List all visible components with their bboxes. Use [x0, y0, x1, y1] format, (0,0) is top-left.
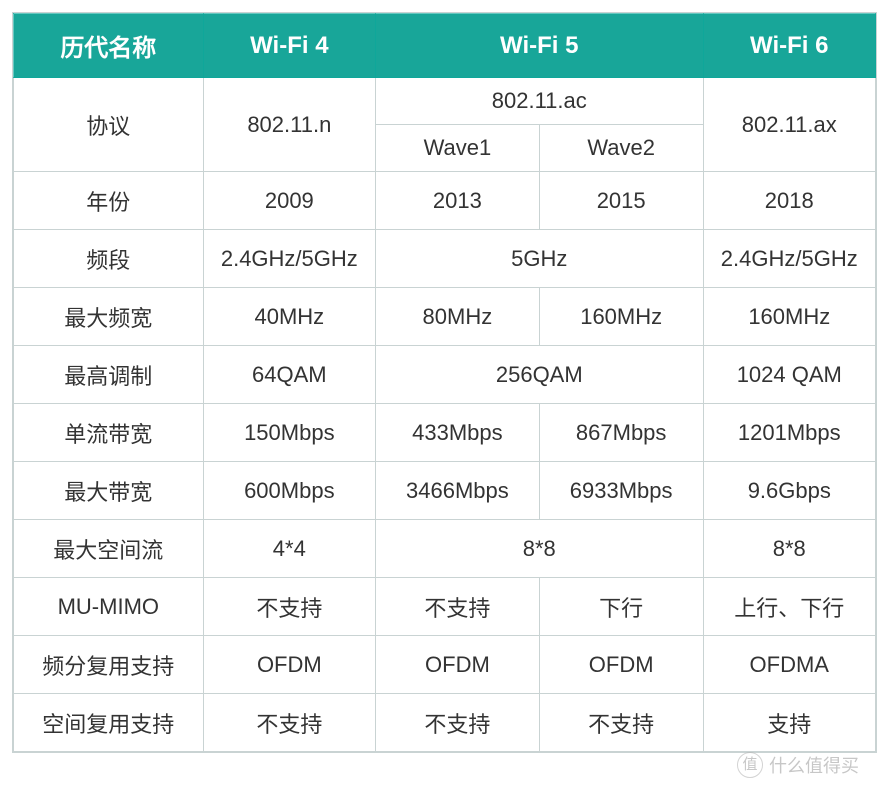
protocol-wave2: Wave2 — [539, 125, 703, 172]
table: 历代名称 Wi-Fi 4 Wi-Fi 5 Wi-Fi 6 协议 802.11.n… — [13, 13, 876, 752]
cell-wifi5a: 3466Mbps — [376, 462, 540, 520]
row-label: 最高调制 — [14, 346, 204, 404]
row-label: 最大频宽 — [14, 288, 204, 346]
cell-wifi6: OFDMA — [703, 636, 875, 694]
cell-wifi4: 不支持 — [203, 694, 375, 752]
table-row: 最大频宽40MHz80MHz160MHz160MHz — [14, 288, 876, 346]
table-row: 最高调制64QAM256QAM1024 QAM — [14, 346, 876, 404]
header-name: 历代名称 — [14, 14, 204, 78]
header-wifi6: Wi-Fi 6 — [703, 14, 875, 78]
row-label: 频段 — [14, 230, 204, 288]
row-label: 最大带宽 — [14, 462, 204, 520]
cell-wifi5a: 2013 — [376, 172, 540, 230]
cell-wifi4: OFDM — [203, 636, 375, 694]
cell-wifi5b: 不支持 — [539, 694, 703, 752]
header-wifi5: Wi-Fi 5 — [376, 14, 704, 78]
protocol-wifi5-top: 802.11.ac — [376, 78, 704, 125]
cell-wifi6: 2.4GHz/5GHz — [703, 230, 875, 288]
cell-wifi4: 4*4 — [203, 520, 375, 578]
cell-wifi6: 2018 — [703, 172, 875, 230]
table-row: MU-MIMO不支持不支持下行上行、下行 — [14, 578, 876, 636]
protocol-wifi4: 802.11.n — [203, 78, 375, 172]
cell-wifi6: 支持 — [703, 694, 875, 752]
cell-wifi4: 2.4GHz/5GHz — [203, 230, 375, 288]
cell-wifi6: 160MHz — [703, 288, 875, 346]
table-row: 空间复用支持不支持不支持不支持支持 — [14, 694, 876, 752]
protocol-label: 协议 — [14, 78, 204, 172]
cell-wifi5b: 6933Mbps — [539, 462, 703, 520]
protocol-wave1: Wave1 — [376, 125, 540, 172]
cell-wifi5-merged: 5GHz — [376, 230, 704, 288]
cell-wifi6: 1024 QAM — [703, 346, 875, 404]
watermark-text: 什么值得买 — [769, 752, 859, 778]
cell-wifi5a: 433Mbps — [376, 404, 540, 462]
cell-wifi4: 600Mbps — [203, 462, 375, 520]
table-row: 单流带宽150Mbps433Mbps867Mbps1201Mbps — [14, 404, 876, 462]
table-row: 最大空间流4*48*88*8 — [14, 520, 876, 578]
table-header-row: 历代名称 Wi-Fi 4 Wi-Fi 5 Wi-Fi 6 — [14, 14, 876, 78]
protocol-wifi6: 802.11.ax — [703, 78, 875, 172]
cell-wifi6: 1201Mbps — [703, 404, 875, 462]
wifi-comparison-table: 历代名称 Wi-Fi 4 Wi-Fi 5 Wi-Fi 6 协议 802.11.n… — [12, 12, 877, 753]
cell-wifi5b: 2015 — [539, 172, 703, 230]
cell-wifi4: 64QAM — [203, 346, 375, 404]
cell-wifi6: 上行、下行 — [703, 578, 875, 636]
cell-wifi5a: 不支持 — [376, 694, 540, 752]
cell-wifi5b: 160MHz — [539, 288, 703, 346]
cell-wifi5b: OFDM — [539, 636, 703, 694]
protocol-row-top: 协议 802.11.n 802.11.ac 802.11.ax — [14, 78, 876, 125]
cell-wifi6: 9.6Gbps — [703, 462, 875, 520]
table-row: 年份2009201320152018 — [14, 172, 876, 230]
row-label: 空间复用支持 — [14, 694, 204, 752]
table-row: 频段2.4GHz/5GHz5GHz2.4GHz/5GHz — [14, 230, 876, 288]
cell-wifi4: 不支持 — [203, 578, 375, 636]
cell-wifi5-merged: 256QAM — [376, 346, 704, 404]
cell-wifi5-merged: 8*8 — [376, 520, 704, 578]
cell-wifi4: 150Mbps — [203, 404, 375, 462]
cell-wifi5a: OFDM — [376, 636, 540, 694]
cell-wifi5b: 867Mbps — [539, 404, 703, 462]
header-wifi4: Wi-Fi 4 — [203, 14, 375, 78]
cell-wifi5b: 下行 — [539, 578, 703, 636]
cell-wifi5a: 不支持 — [376, 578, 540, 636]
table-body: 协议 802.11.n 802.11.ac 802.11.ax Wave1 Wa… — [14, 78, 876, 752]
cell-wifi4: 40MHz — [203, 288, 375, 346]
watermark: 值 什么值得买 — [737, 752, 859, 778]
cell-wifi5a: 80MHz — [376, 288, 540, 346]
cell-wifi4: 2009 — [203, 172, 375, 230]
table-row: 频分复用支持OFDMOFDMOFDMOFDMA — [14, 636, 876, 694]
row-label: MU-MIMO — [14, 578, 204, 636]
cell-wifi6: 8*8 — [703, 520, 875, 578]
row-label: 最大空间流 — [14, 520, 204, 578]
row-label: 频分复用支持 — [14, 636, 204, 694]
watermark-icon: 值 — [737, 752, 763, 778]
row-label: 年份 — [14, 172, 204, 230]
row-label: 单流带宽 — [14, 404, 204, 462]
table-row: 最大带宽600Mbps3466Mbps6933Mbps9.6Gbps — [14, 462, 876, 520]
